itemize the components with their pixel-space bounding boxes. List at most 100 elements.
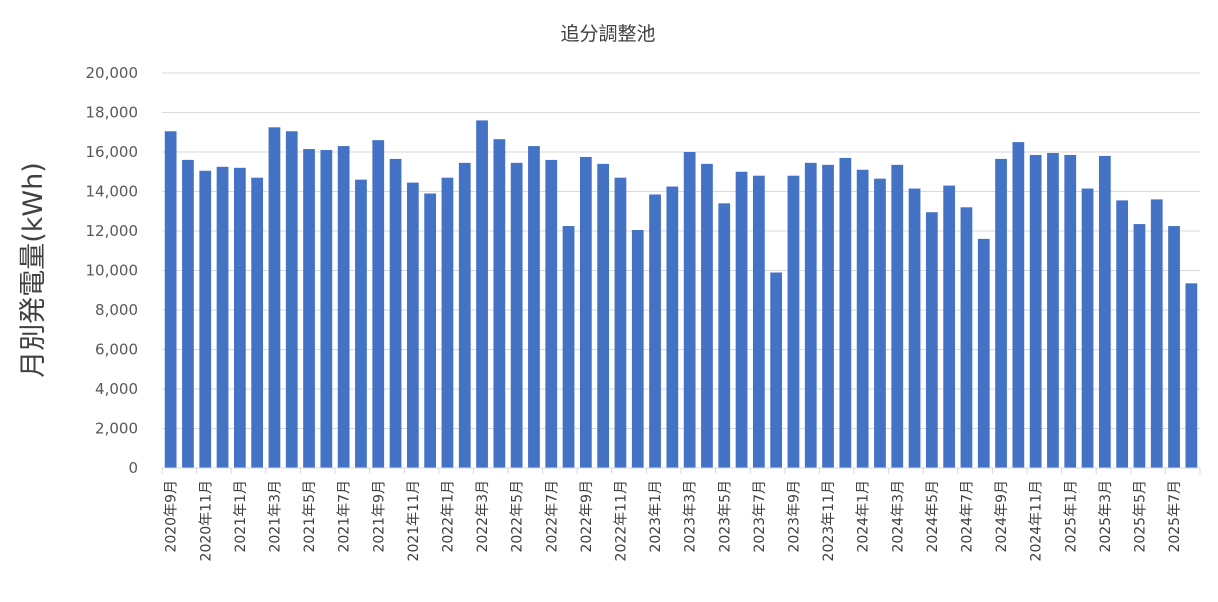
x-tick-label: 2023年3月 <box>683 480 699 553</box>
x-tick-label: 2021年9月 <box>371 480 387 553</box>
x-tick-label: 2023年1月 <box>648 480 664 553</box>
bar <box>1064 154 1077 468</box>
bar <box>822 164 834 468</box>
x-tick-label: 2025年3月 <box>1098 480 1114 553</box>
bar <box>1116 200 1129 468</box>
y-tick-label: 2,000 <box>95 420 138 438</box>
bar <box>164 131 177 468</box>
x-tick-label: 2024年1月 <box>856 480 872 553</box>
x-tick-label: 2022年1月 <box>440 480 456 553</box>
bar <box>493 139 506 468</box>
bar <box>406 182 419 469</box>
bar <box>908 188 921 469</box>
bar <box>995 158 1007 468</box>
bar <box>355 179 367 468</box>
y-tick-label: 10,000 <box>86 262 139 280</box>
bar <box>562 226 575 468</box>
bar <box>303 149 315 469</box>
bar <box>752 175 765 468</box>
bar <box>1029 154 1042 468</box>
gridlines <box>162 72 1200 429</box>
bar <box>476 120 488 469</box>
bar <box>268 127 281 468</box>
bar <box>389 158 402 468</box>
bar <box>666 186 679 468</box>
bar <box>1098 155 1111 468</box>
bar <box>233 167 246 469</box>
bar <box>977 238 990 468</box>
x-tick-label: 2025年7月 <box>1167 480 1183 553</box>
bar <box>1150 199 1163 468</box>
y-tick-label: 8,000 <box>95 301 138 319</box>
bar <box>804 162 817 469</box>
y-tick-label: 20,000 <box>86 64 139 82</box>
bar <box>891 164 904 468</box>
x-tick-label: 2023年5月 <box>717 480 733 553</box>
bar <box>683 152 696 468</box>
chart-title: 追分調整池 <box>560 23 655 45</box>
x-tick-label: 2021年11月 <box>406 480 422 561</box>
y-tick-label: 4,000 <box>95 380 138 398</box>
bar <box>718 203 731 468</box>
bar <box>182 159 194 468</box>
y-tick-label: 18,000 <box>86 104 139 122</box>
x-tick-label: 2021年3月 <box>267 480 283 553</box>
bar <box>1047 152 1059 469</box>
bar <box>510 162 523 469</box>
x-tick-label: 2024年7月 <box>959 480 975 553</box>
bar <box>1168 226 1180 468</box>
y-tick-label: 14,000 <box>86 183 139 201</box>
bar <box>441 177 454 468</box>
bar <box>1133 224 1146 468</box>
bar <box>1081 188 1094 469</box>
y-tick-label: 12,000 <box>86 222 139 240</box>
bar <box>285 131 298 468</box>
bar <box>597 163 610 468</box>
bar <box>943 185 956 468</box>
x-tick-label: 2020年9月 <box>164 480 180 553</box>
bar <box>199 170 212 468</box>
x-axis-ticks: 2020年9月 2020年11月 2021年1月 2021年3月 2021年5月 2021… <box>161 468 1201 561</box>
x-tick-label: 2025年1月 <box>1063 480 1079 553</box>
x-tick-label: 2024年11月 <box>1029 480 1045 561</box>
bar <box>856 169 869 468</box>
bar <box>251 177 264 468</box>
x-tick-label: 2023年7月 <box>752 480 768 553</box>
bar <box>579 156 592 468</box>
bar <box>839 157 852 468</box>
x-tick-label: 2024年5月 <box>925 480 941 553</box>
y-axis-ticks: 0 2,000 4,000 6,000 8,000 10,000 12,000 14,000 1… <box>86 64 139 477</box>
y-tick-label: 16,000 <box>86 143 139 161</box>
x-tick-label: 2022年11月 <box>613 480 629 561</box>
bar <box>787 175 800 468</box>
y-tick-label: 0 <box>128 459 138 477</box>
bar <box>458 162 471 469</box>
y-tick-label: 6,000 <box>95 341 138 359</box>
bar <box>528 146 540 468</box>
x-tick-label: 2023年11月 <box>821 480 837 561</box>
bar <box>735 171 748 468</box>
y-axis-title: 月別発電量(kWh) <box>18 162 49 378</box>
bar <box>545 159 558 468</box>
x-tick-label: 2022年5月 <box>510 480 526 553</box>
bar <box>770 272 783 468</box>
bar <box>614 177 627 468</box>
bar <box>701 163 713 468</box>
bar <box>216 166 229 468</box>
x-tick-label: 2022年3月 <box>475 480 491 553</box>
x-tick-label: 2020年11月 <box>198 480 214 561</box>
x-tick-label: 2024年3月 <box>890 480 906 553</box>
bar <box>372 140 385 468</box>
x-tick-label: 2021年7月 <box>337 480 353 553</box>
x-tick-label: 2021年5月 <box>302 480 318 553</box>
x-tick-label: 2025年5月 <box>1132 480 1148 553</box>
x-tick-label: 2022年7月 <box>544 480 560 553</box>
x-tick-label: 2023年9月 <box>786 480 802 553</box>
bar <box>925 212 938 468</box>
bar <box>960 207 973 469</box>
bar <box>1012 142 1025 469</box>
bar <box>874 178 886 468</box>
x-tick-label: 2021年1月 <box>233 480 249 553</box>
